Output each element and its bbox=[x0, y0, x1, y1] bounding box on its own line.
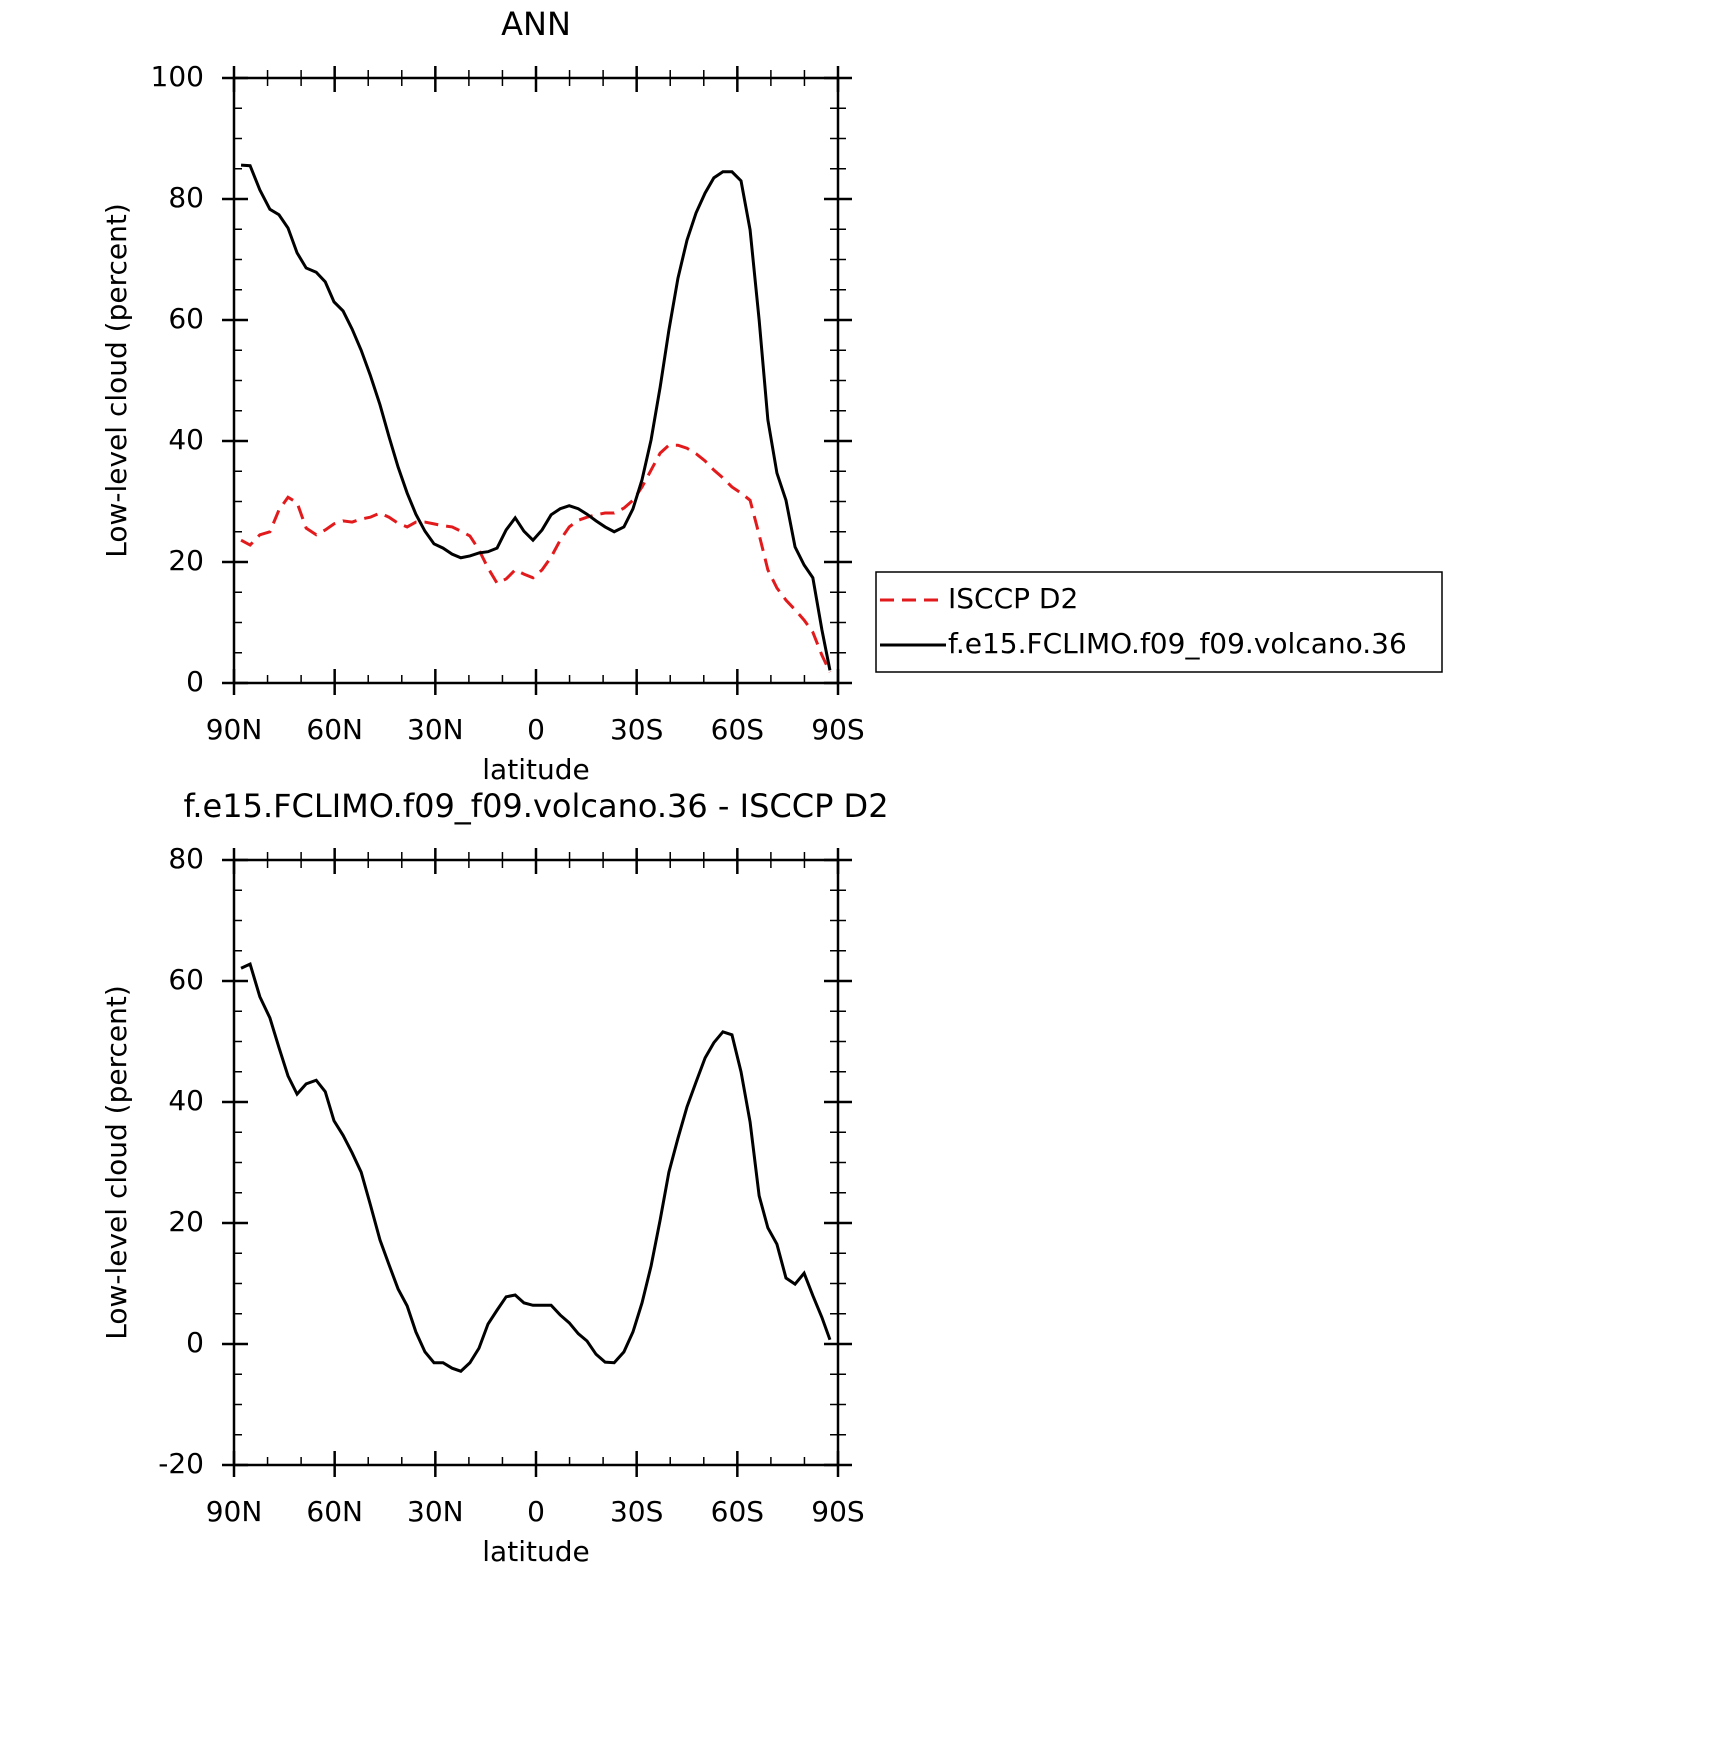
y-tick-label: 40 bbox=[168, 423, 204, 456]
x-tick-label: 30N bbox=[407, 1495, 464, 1528]
x-tick-label: 60S bbox=[711, 1495, 764, 1528]
x-tick-label: 60N bbox=[306, 713, 363, 746]
chart-title: f.e15.FCLIMO.f09_f09.volcano.36 - ISCCP … bbox=[183, 787, 888, 825]
x-tick-label: 0 bbox=[527, 713, 545, 746]
y-tick-label: 60 bbox=[168, 963, 204, 996]
y-tick-label: 20 bbox=[168, 1205, 204, 1238]
x-tick-label: 90S bbox=[811, 1495, 864, 1528]
x-tick-label: 60S bbox=[711, 713, 764, 746]
chart-title: ANN bbox=[501, 5, 571, 43]
legend-label: f.e15.FCLIMO.f09_f09.volcano.36 bbox=[948, 627, 1407, 660]
x-tick-label: 30S bbox=[610, 713, 663, 746]
y-tick-label: 100 bbox=[151, 60, 204, 93]
x-tick-label: 90S bbox=[811, 713, 864, 746]
y-tick-label: 0 bbox=[186, 665, 204, 698]
x-axis-label: latitude bbox=[482, 753, 589, 786]
y-tick-label: 60 bbox=[168, 302, 204, 335]
x-tick-label: 30S bbox=[610, 1495, 663, 1528]
legend-box bbox=[875, 571, 1443, 673]
data-line bbox=[240, 163, 832, 671]
x-tick-label: 90N bbox=[206, 713, 263, 746]
x-axis-label: latitude bbox=[482, 1535, 589, 1568]
legend-label: ISCCP D2 bbox=[948, 582, 1078, 615]
x-tick-label: 90N bbox=[206, 1495, 263, 1528]
x-tick-label: 0 bbox=[527, 1495, 545, 1528]
y-tick-label: 0 bbox=[186, 1326, 204, 1359]
y-tick-label: 80 bbox=[168, 181, 204, 214]
y-tick-label: 20 bbox=[168, 544, 204, 577]
plot-frame bbox=[232, 858, 840, 1467]
y-axis-label: Low-level cloud (percent) bbox=[100, 985, 133, 1340]
y-tick-label: 80 bbox=[168, 842, 204, 875]
x-tick-label: 60N bbox=[306, 1495, 363, 1528]
data-line bbox=[240, 961, 832, 1373]
x-tick-label: 30N bbox=[407, 713, 464, 746]
y-tick-label: -20 bbox=[158, 1447, 204, 1480]
data-line bbox=[240, 443, 832, 673]
y-axis-label: Low-level cloud (percent) bbox=[100, 203, 133, 558]
y-tick-label: 40 bbox=[168, 1084, 204, 1117]
plot-frame bbox=[232, 76, 840, 685]
